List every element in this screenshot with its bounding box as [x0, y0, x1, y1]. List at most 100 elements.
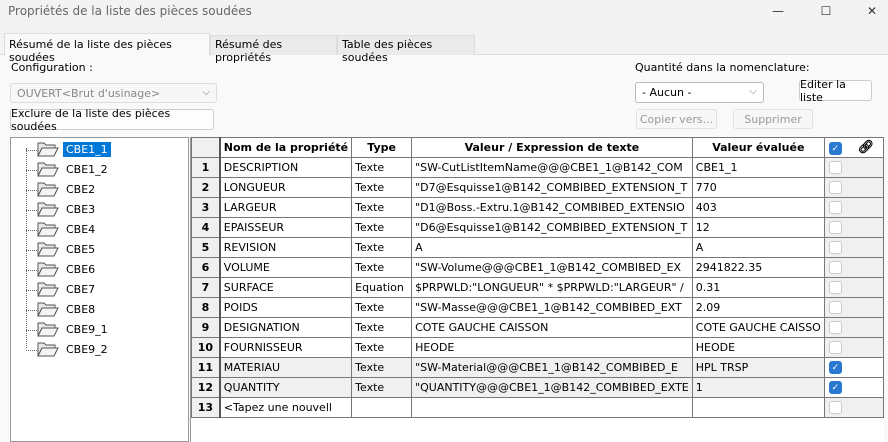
table-row[interactable]: 11 MATERIAU Texte "SW-Material@@@CBE1_1@… [190, 357, 885, 378]
row-number[interactable]: 9 [190, 317, 221, 338]
table-row[interactable]: 12 QUANTITY Texte "QUANTITY@@@CBE1_1@B14… [190, 377, 885, 398]
row-number[interactable]: 4 [190, 217, 221, 238]
link-checkbox-cell[interactable] [823, 337, 885, 358]
row-number[interactable]: 2 [190, 177, 221, 198]
copy-to-button[interactable]: Copier vers... [636, 109, 717, 129]
link-checkbox[interactable]: ✓ [828, 361, 842, 375]
property-name-cell[interactable]: FOURNISSEUR [219, 337, 353, 358]
table-row[interactable]: 9 DESIGNATION Texte COTE GAUCHE CAISSON … [190, 317, 885, 338]
table-row[interactable]: 7 SURFACE Equation $PRPWLD:"LONGUEUR" * … [190, 277, 885, 298]
type-cell[interactable]: Texte [351, 157, 413, 178]
table-row[interactable]: 3 LARGEUR Texte "D1@Boss.-Extru.1@B142_C… [190, 197, 885, 218]
property-name-cell[interactable]: LARGEUR [219, 197, 353, 218]
tree-item[interactable]: CBE7 [37, 280, 98, 298]
tree-item[interactable]: CBE9_1 [37, 320, 111, 338]
link-checkbox-cell[interactable] [823, 217, 885, 238]
link-checkbox[interactable] [828, 261, 842, 275]
row-number[interactable]: 3 [190, 197, 221, 218]
row-number[interactable]: 1 [190, 157, 221, 178]
tree-item[interactable]: CBE5 [37, 240, 98, 258]
property-name-cell[interactable]: DESIGNATION [219, 317, 353, 338]
link-checkbox-cell[interactable] [823, 197, 885, 218]
edit-list-button[interactable]: Editer la liste [799, 78, 872, 104]
tab-weldment-table[interactable]: Table des pièces soudées [337, 35, 475, 64]
property-name-cell[interactable]: POIDS [219, 297, 353, 318]
value-cell[interactable]: "D1@Boss.-Extru.1@B142_COMBIBED_EXTENSIO [411, 197, 693, 218]
value-cell[interactable] [411, 397, 693, 418]
type-cell[interactable]: Texte [351, 297, 413, 318]
row-number[interactable]: 13 [190, 397, 221, 418]
value-cell[interactable]: "D6@Esquisse1@B142_COMBIBED_EXTENSION_T [411, 217, 693, 238]
value-cell[interactable]: COTE GAUCHE CAISSON [411, 317, 693, 338]
link-checkbox-cell[interactable] [823, 277, 885, 298]
table-row[interactable]: 10 FOURNISSEUR Texte HEODE HEODE [190, 337, 885, 358]
tree-item[interactable]: CBE1_1 [37, 140, 111, 158]
value-cell[interactable]: "D7@Esquisse1@B142_COMBIBED_EXTENSION_T [411, 177, 693, 198]
link-checkbox-cell[interactable]: ✓ [823, 377, 885, 398]
exclude-button[interactable]: Exclure de la liste des pièces soudées [10, 107, 214, 133]
link-checkbox[interactable] [828, 181, 842, 195]
type-cell[interactable]: Texte [351, 337, 413, 358]
link-checkbox-cell[interactable] [823, 397, 885, 418]
type-cell[interactable]: Texte [351, 357, 413, 378]
property-name-cell[interactable]: SURFACE [219, 277, 353, 298]
tree-item[interactable]: CBE3 [37, 200, 98, 218]
delete-button[interactable]: Supprimer [733, 109, 813, 129]
link-checkbox[interactable] [828, 301, 842, 315]
property-name-cell[interactable]: EPAISSEUR [219, 217, 353, 238]
link-checkbox[interactable] [828, 281, 842, 295]
value-cell[interactable]: "SW-Masse@@@CBE1_1@B142_COMBIBED_EXT [411, 297, 693, 318]
property-name-cell[interactable]: VOLUME [219, 257, 353, 278]
row-number[interactable]: 10 [190, 337, 221, 358]
tab-properties-summary[interactable]: Résumé des propriétés [210, 35, 337, 64]
type-cell[interactable]: Texte [351, 317, 413, 338]
value-cell[interactable]: "SW-CutListItemName@@@CBE1_1@B142_COM [411, 157, 693, 178]
link-checkbox[interactable] [828, 201, 842, 215]
link-checkbox[interactable] [828, 221, 842, 235]
tree-item[interactable]: CBE1_2 [37, 160, 111, 178]
link-checkbox-cell[interactable] [823, 177, 885, 198]
link-checkbox[interactable] [828, 341, 842, 355]
type-cell[interactable]: Texte [351, 197, 413, 218]
link-checkbox[interactable] [828, 321, 842, 335]
header-type[interactable]: Type [351, 137, 413, 158]
type-cell[interactable]: Texte [351, 377, 413, 398]
tree-item[interactable]: CBE9_2 [37, 340, 111, 358]
table-row[interactable]: 13 <Tapez une nouvell [190, 397, 885, 418]
property-name-cell[interactable]: <Tapez une nouvell [219, 397, 353, 418]
value-cell[interactable]: $PRPWLD:"LONGUEUR" * $PRPWLD:"LARGEUR" / [411, 277, 693, 298]
link-checkbox-cell[interactable] [823, 257, 885, 278]
link-checkbox-cell[interactable] [823, 237, 885, 258]
value-cell[interactable]: HEODE [411, 337, 693, 358]
table-row[interactable]: 5 REVISION Texte A A [190, 237, 885, 258]
table-row[interactable]: 6 VOLUME Texte "SW-Volume@@@CBE1_1@B142_… [190, 257, 885, 278]
table-row[interactable]: 4 EPAISSEUR Texte "D6@Esquisse1@B142_COM… [190, 217, 885, 238]
type-cell[interactable]: Texte [351, 257, 413, 278]
type-cell[interactable] [351, 397, 413, 418]
type-cell[interactable]: Texte [351, 217, 413, 238]
link-checkbox-cell[interactable]: ✓ [823, 357, 885, 378]
link-checkbox-cell[interactable] [823, 317, 885, 338]
link-checkbox[interactable] [828, 401, 842, 415]
row-number[interactable]: 11 [190, 357, 221, 378]
row-number[interactable]: 8 [190, 297, 221, 318]
table-row[interactable]: 1 DESCRIPTION Texte "SW-CutListItemName@… [190, 157, 885, 178]
minimize-button[interactable]: — [772, 4, 784, 18]
link-checkbox[interactable] [828, 241, 842, 255]
property-name-cell[interactable]: MATERIAU [219, 357, 353, 378]
row-number[interactable]: 5 [190, 237, 221, 258]
header-value[interactable]: Valeur / Expression de texte [411, 137, 693, 158]
header-name[interactable]: Nom de la propriété [219, 137, 353, 158]
close-button[interactable]: ✕ [866, 4, 878, 18]
header-evaluated[interactable]: Valeur évaluée [691, 137, 825, 158]
row-number[interactable]: 6 [190, 257, 221, 278]
maximize-button[interactable]: ☐ [820, 4, 832, 18]
header-checkbox-link[interactable]: ✓ 🔗︎ [823, 137, 885, 158]
type-cell[interactable]: Equation [351, 277, 413, 298]
tree-item[interactable]: CBE4 [37, 220, 98, 238]
select-all-checkbox[interactable]: ✓ [828, 141, 842, 155]
properties-grid[interactable]: Nom de la propriété Type Valeur / Expres… [190, 137, 885, 442]
property-name-cell[interactable]: QUANTITY [219, 377, 353, 398]
value-cell[interactable]: "SW-Volume@@@CBE1_1@B142_COMBIBED_EX [411, 257, 693, 278]
tab-weldment-summary[interactable]: Résumé de la liste des pièces soudées [4, 33, 210, 64]
